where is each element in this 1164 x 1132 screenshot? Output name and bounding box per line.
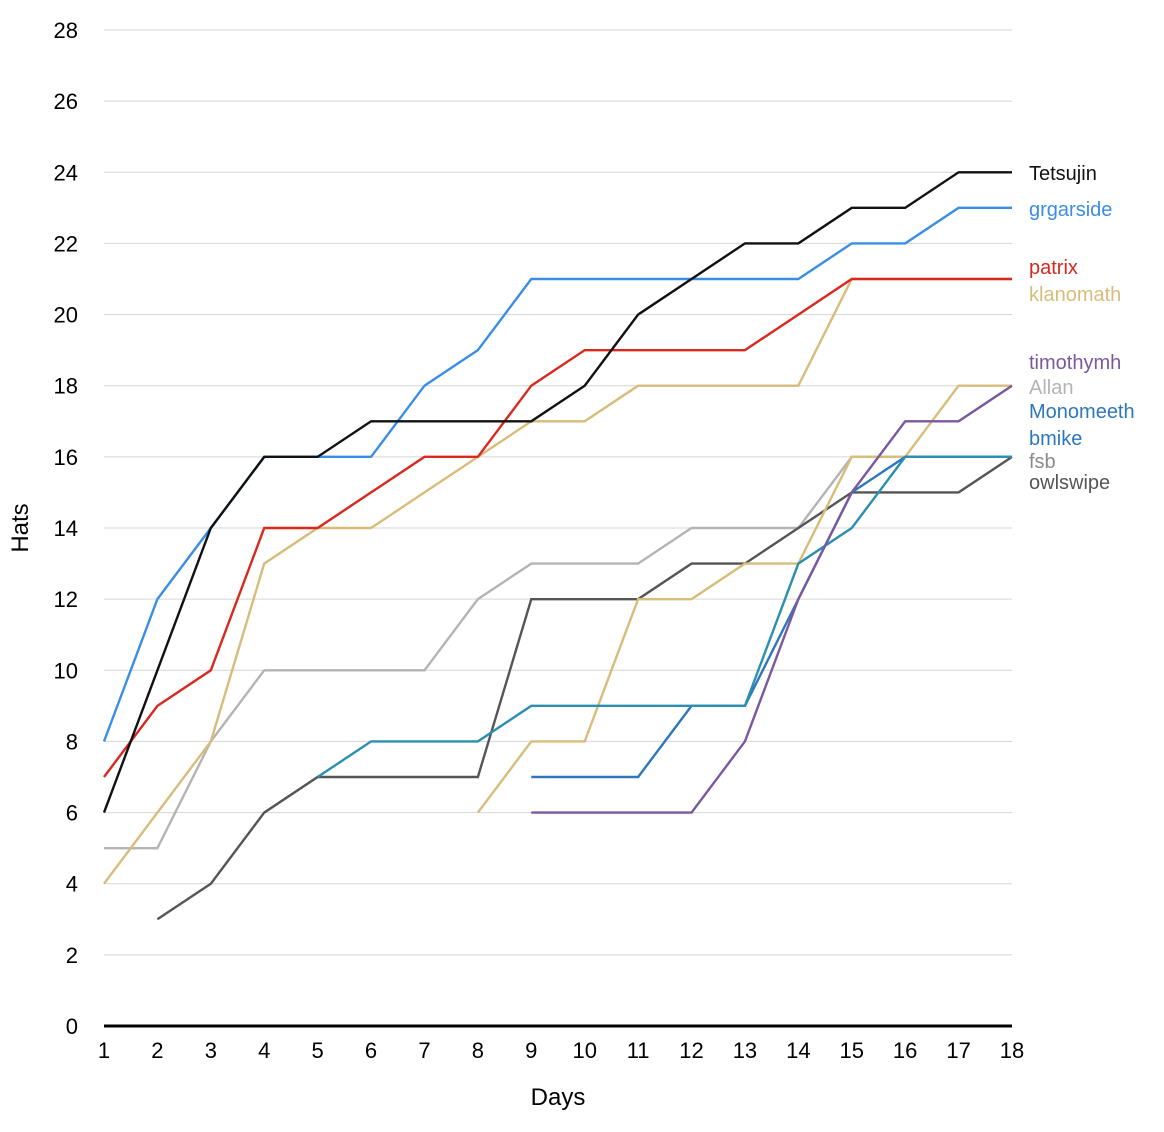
y-tick-label: 4 bbox=[66, 872, 78, 897]
series-lines bbox=[102, 171, 1013, 921]
y-tick-label: 10 bbox=[54, 658, 78, 683]
legend-label-timothymh: timothymh bbox=[1029, 352, 1121, 374]
series-line-grgarside bbox=[102, 206, 1012, 742]
x-tick-label: 2 bbox=[151, 1038, 163, 1063]
legend-label-fsb: fsb bbox=[1029, 451, 1056, 473]
y-tick-label: 18 bbox=[54, 374, 78, 399]
y-tick-label: 26 bbox=[54, 89, 78, 114]
y-axis-title: Hats bbox=[7, 503, 34, 552]
legend-label-bmike: bmike bbox=[1029, 428, 1082, 450]
legend: Tetsujin grgarside patrix klanomath timothym… bbox=[1029, 163, 1135, 494]
series-line-owlswipe bbox=[156, 455, 1013, 921]
x-tick-label: 5 bbox=[312, 1038, 324, 1063]
y-tick-label: 24 bbox=[54, 160, 78, 185]
y-tick-label: 22 bbox=[54, 231, 78, 256]
x-tick-label: 10 bbox=[572, 1038, 596, 1063]
x-tick-label: 3 bbox=[205, 1038, 217, 1063]
x-axis-title: Days bbox=[531, 1084, 586, 1111]
legend-label-owlswipe: owlswipe bbox=[1029, 472, 1110, 494]
series-line-klanomath bbox=[103, 277, 1012, 885]
legend-label-klanomath: klanomath bbox=[1029, 284, 1121, 306]
y-tick-label: 6 bbox=[66, 801, 78, 826]
x-tick-label: 12 bbox=[679, 1038, 703, 1063]
x-tick-label: 8 bbox=[472, 1038, 484, 1063]
y-tick-label: 14 bbox=[54, 516, 78, 541]
y-tick-label: 2 bbox=[66, 943, 78, 968]
x-tick-label: 9 bbox=[525, 1038, 537, 1063]
x-tick-label: 14 bbox=[786, 1038, 810, 1063]
x-tick-label: 18 bbox=[1000, 1038, 1024, 1063]
x-tick-label: 4 bbox=[258, 1038, 270, 1063]
x-tick-label: 15 bbox=[840, 1038, 864, 1063]
y-tick-label: 0 bbox=[66, 1014, 78, 1039]
series-line-tetsujin bbox=[102, 171, 1012, 813]
legend-label-monomeeth: Monomeeth bbox=[1029, 401, 1135, 423]
legend-label-grgarside: grgarside bbox=[1029, 199, 1112, 221]
x-tick-label: 16 bbox=[893, 1038, 917, 1063]
series-line-patrix bbox=[103, 277, 1012, 778]
y-tick-label: 20 bbox=[54, 303, 78, 328]
x-tick-label: 17 bbox=[946, 1038, 970, 1063]
y-tick-label: 16 bbox=[54, 445, 78, 470]
x-tick-label: 6 bbox=[365, 1038, 377, 1063]
series-line-bmike bbox=[531, 455, 1012, 779]
y-tick-label: 8 bbox=[66, 729, 78, 754]
y-tick-label: 12 bbox=[54, 587, 78, 612]
x-tick-label: 13 bbox=[733, 1038, 757, 1063]
y-tick-label: 28 bbox=[54, 18, 78, 43]
x-tick-label: 7 bbox=[418, 1038, 430, 1063]
legend-label-patrix: patrix bbox=[1029, 257, 1078, 279]
series-line-timothymh bbox=[531, 384, 1013, 814]
legend-label-tetsujin: Tetsujin bbox=[1029, 163, 1097, 185]
x-tick-labels: 1 2 3 4 5 6 7 8 9 10 11 12 13 14 15 16 17 18 bbox=[98, 1038, 1024, 1063]
series-line-monomeeth bbox=[316, 455, 1012, 778]
legend-label-allan: Allan bbox=[1029, 377, 1073, 399]
series-line-allan bbox=[104, 455, 1012, 850]
x-tick-label: 11 bbox=[627, 1038, 650, 1063]
series-line-fsb bbox=[476, 384, 1012, 814]
x-tick-label: 1 bbox=[98, 1038, 110, 1063]
